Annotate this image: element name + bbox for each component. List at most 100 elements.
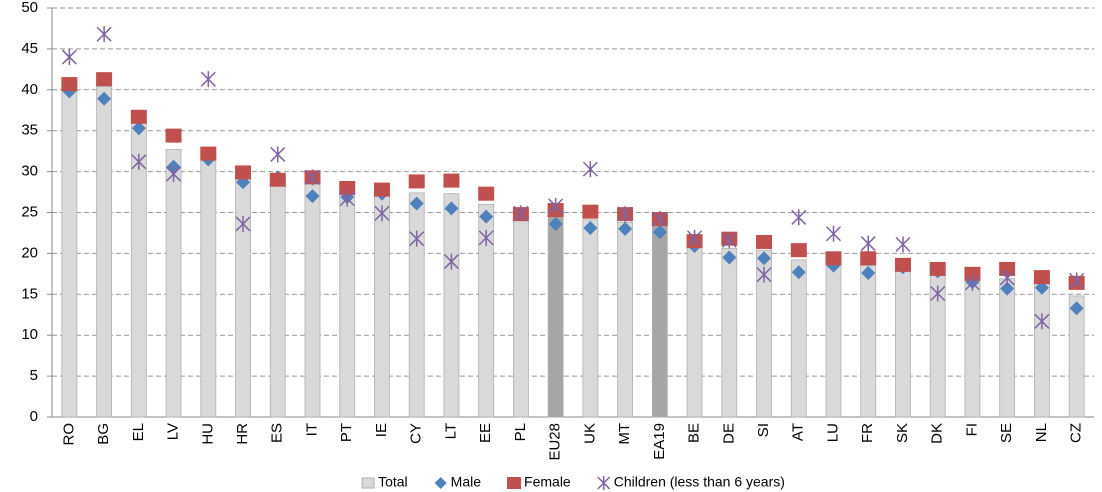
x-tick-label: RO (60, 423, 77, 446)
bar (825, 261, 842, 418)
bar (999, 278, 1016, 418)
bar (1034, 282, 1050, 418)
x-tick-label: BE (686, 423, 703, 443)
series (61, 86, 1085, 418)
series (61, 26, 1085, 330)
x-tick-label: AT (790, 423, 807, 441)
male-marker (548, 216, 563, 231)
y-tick-label: 20 (21, 244, 38, 261)
y-tick-label: 45 (21, 40, 38, 57)
x-tick-label: CY (408, 423, 425, 444)
y-tick-label: 35 (21, 122, 38, 139)
female-marker (582, 204, 599, 219)
bar (478, 203, 495, 418)
female-marker (269, 172, 286, 187)
y-tick-label: 50 (21, 0, 38, 16)
children-marker (304, 169, 321, 186)
x-tick-label: MT (616, 423, 633, 445)
male-marker (861, 266, 876, 281)
children-marker (339, 190, 355, 207)
x-tick-label: PL (512, 423, 529, 441)
bar (304, 181, 321, 418)
bar (61, 89, 78, 418)
y-tick-label: 10 (21, 326, 38, 343)
bar (235, 176, 251, 418)
children-marker (409, 230, 425, 247)
children-marker (513, 205, 529, 222)
male-marker (1069, 301, 1084, 316)
bar (408, 192, 425, 418)
y-tick-label: 5 (30, 367, 38, 384)
female-marker (130, 109, 147, 124)
x-tick-label: PT (338, 423, 355, 442)
male-marker (131, 121, 146, 136)
bar (374, 190, 390, 418)
x-tick-label: SK (894, 423, 911, 443)
bar (617, 221, 633, 418)
female-marker (443, 173, 460, 188)
x-tick-label: FR (859, 423, 876, 443)
y-tick-label: 30 (21, 163, 38, 180)
bar (96, 86, 112, 418)
bar (721, 248, 738, 418)
y-tick-label: 15 (21, 285, 38, 302)
children-marker (478, 229, 494, 246)
children-marker (166, 166, 182, 183)
male-marker (1034, 280, 1049, 295)
y-tick-label: 25 (21, 203, 38, 220)
children-marker (791, 209, 807, 226)
children-marker (96, 26, 112, 43)
female-marker (235, 165, 252, 180)
female-marker (894, 257, 911, 272)
x-tick-label: ES (269, 423, 286, 443)
bar (756, 249, 772, 418)
children-marker (374, 205, 390, 222)
male-marker (722, 250, 737, 265)
bar (269, 177, 286, 418)
legend-label: Total (378, 474, 408, 490)
children-marker (1034, 313, 1050, 330)
x-tick-label: HR (234, 423, 251, 445)
children-marker (860, 235, 876, 252)
bar (443, 193, 460, 418)
female-marker (999, 261, 1016, 276)
bar (165, 149, 182, 418)
bar (582, 219, 599, 418)
bar (1068, 295, 1085, 418)
children-marker (61, 49, 77, 66)
children-marker (582, 161, 598, 178)
male-marker (1000, 281, 1015, 296)
female-marker (790, 243, 807, 258)
female-marker (408, 174, 425, 189)
x-tick-label: IT (303, 423, 320, 436)
legend-swatch (361, 477, 375, 489)
children-marker (200, 71, 216, 88)
children-marker (895, 236, 911, 253)
x-tick-label: SI (755, 423, 772, 437)
bar (513, 214, 529, 418)
x-tick-label: BG (95, 423, 112, 445)
children-marker (131, 153, 147, 170)
legend-label: Female (524, 474, 571, 490)
legend-label: Children (less than 6 years) (614, 474, 785, 490)
children-marker (964, 274, 980, 291)
x-tick-label: HU (199, 423, 216, 445)
bar (339, 191, 356, 418)
female-marker (964, 266, 981, 281)
female-marker (756, 234, 773, 249)
x-tick-label: FI (963, 423, 980, 436)
legend-label: Male (451, 474, 482, 490)
x-tick-label: CZ (1068, 423, 1085, 443)
female-marker (825, 251, 842, 266)
legend: Total Male Female Children (less than 6 yea… (361, 474, 785, 490)
children-marker (270, 146, 286, 163)
y-tick-label: 0 (30, 408, 38, 425)
female-marker (373, 182, 390, 197)
children-marker (652, 211, 668, 228)
female-marker (1033, 270, 1050, 285)
legend-swatch (597, 476, 611, 490)
male-marker (409, 196, 424, 211)
female-marker (339, 180, 356, 195)
y-tick-label: 40 (21, 81, 38, 98)
x-tick-label: LV (165, 423, 182, 440)
